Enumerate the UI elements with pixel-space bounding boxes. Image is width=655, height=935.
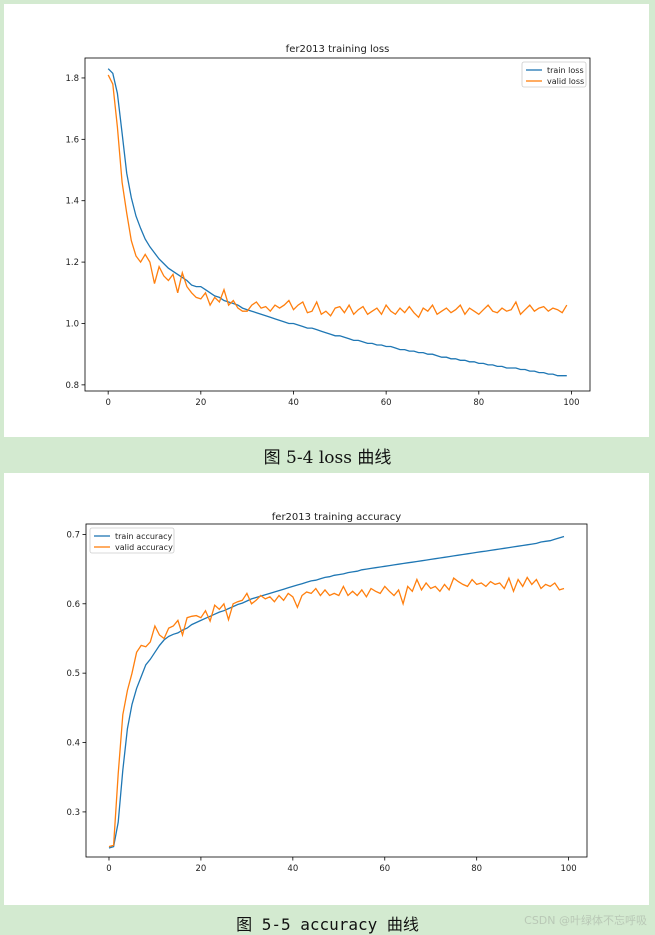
y-tick-label: 1.8 — [65, 74, 79, 84]
x-tick-label: 100 — [563, 398, 579, 408]
x-tick-label: 40 — [288, 398, 299, 408]
y-tick-label: 0.5 — [66, 669, 80, 679]
watermark: CSDN @叶绿体不忘呼吸 — [524, 914, 647, 927]
x-tick-label: 80 — [471, 864, 482, 874]
y-tick-label: 1.0 — [65, 319, 79, 329]
plot-frame — [85, 523, 588, 858]
series-line-train — [107, 68, 567, 377]
y-tick-label: 1.4 — [65, 197, 79, 207]
x-tick-label: 20 — [195, 398, 206, 408]
x-tick-label: 20 — [195, 864, 206, 874]
chart-title: fer2013 training accuracy — [272, 512, 402, 523]
loss-figure-panel: fer2013 training loss 0 20 40 60 80 100 0.8 1.0 1… — [4, 4, 649, 437]
x-tick-label: 0 — [105, 398, 110, 408]
x-tick-label: 100 — [560, 864, 576, 874]
x-tick-label: 0 — [106, 864, 111, 874]
x-tick-label: 60 — [381, 398, 392, 408]
legend-label: valid loss — [547, 77, 584, 86]
x-tick-label: 60 — [379, 864, 390, 874]
legend-box — [89, 527, 175, 554]
y-tick-label: 0.4 — [66, 739, 80, 749]
series-line-train — [108, 535, 565, 849]
y-tick-label: 0.7 — [66, 530, 80, 540]
loss-chart: fer2013 training loss 0 20 40 60 80 100 0.8 1.0 1… — [65, 44, 591, 408]
x-tick-label: 80 — [473, 398, 484, 408]
legend-label: valid accuracy — [115, 543, 173, 552]
chart-title: fer2013 training loss — [286, 44, 390, 55]
y-tick-label: 0.8 — [65, 381, 79, 391]
legend-label: train accuracy — [115, 532, 173, 541]
accuracy-figure-caption: 图 5-5 accuracy 曲线 — [236, 915, 419, 934]
loss-figure-caption: 图 5-4 loss 曲线 — [263, 448, 392, 468]
y-tick-label: 0.6 — [66, 600, 80, 610]
y-tick-label: 1.6 — [65, 135, 79, 145]
y-tick-label: 1.2 — [65, 258, 79, 268]
series-line-valid — [108, 576, 565, 848]
legend-label: train loss — [547, 66, 584, 75]
y-tick-label: 0.3 — [66, 808, 80, 818]
x-tick-label: 40 — [287, 864, 298, 874]
plot-frame — [84, 57, 591, 392]
accuracy-figure-panel: fer2013 training accuracy 0 20 40 60 80 100 0.3… — [4, 473, 649, 905]
series-line-valid — [107, 74, 568, 319]
accuracy-chart: fer2013 training accuracy 0 20 40 60 80 100 0.3… — [66, 512, 588, 874]
